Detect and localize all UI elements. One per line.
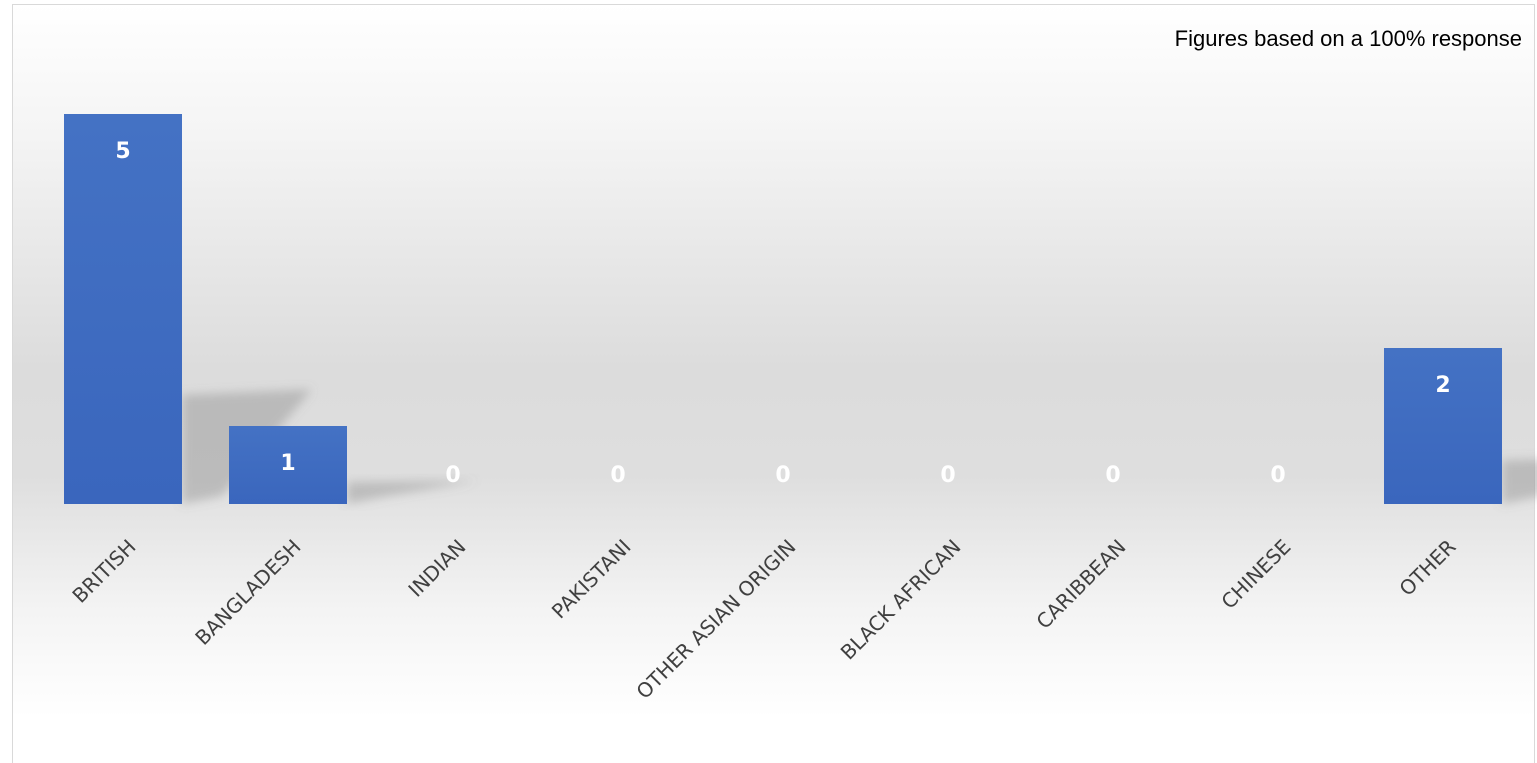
bar-shadow — [1502, 459, 1537, 504]
data-label: 0 — [775, 463, 790, 488]
bar-british — [64, 114, 182, 504]
bar-shadow — [347, 480, 477, 504]
x-tick-label: BANGLADESH — [190, 535, 305, 650]
data-label: 0 — [610, 463, 625, 488]
x-tick-label: INDIAN — [403, 535, 470, 602]
bar-bangladesh — [229, 426, 347, 504]
chart-annotation: Figures based on a 100% response — [1175, 26, 1522, 51]
chart-frame — [12, 4, 1535, 763]
data-label: 0 — [1270, 463, 1285, 488]
x-tick-label: PAKISTANI — [547, 535, 636, 624]
x-tick-label: BRITISH — [67, 535, 140, 608]
x-tick-label: OTHER ASIAN ORIGIN — [631, 535, 800, 704]
x-tick-label: BLACK AFRICAN — [836, 535, 966, 665]
data-label: 0 — [940, 463, 955, 488]
x-tick-label: CARIBBEAN — [1031, 535, 1130, 634]
bar-other — [1384, 348, 1502, 504]
data-label: 0 — [445, 463, 460, 488]
bar-shadows — [182, 389, 1537, 504]
x-tick-label: CHINESE — [1216, 535, 1295, 614]
x-tick-label: OTHER — [1394, 534, 1460, 600]
data-label: 0 — [1105, 463, 1120, 488]
value-labels: 5 1 0 0 0 0 0 0 2 — [115, 139, 1450, 488]
bars — [64, 114, 1502, 504]
data-label: 2 — [1435, 373, 1450, 398]
data-label: 1 — [280, 451, 295, 476]
data-label: 5 — [115, 139, 130, 164]
